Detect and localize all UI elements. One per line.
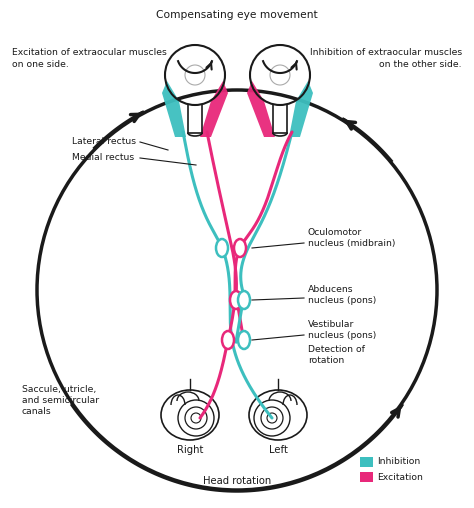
Text: Inhibition of extraocular muscles
on the other side.: Inhibition of extraocular muscles on the…	[310, 48, 462, 69]
Text: Detection of
rotation: Detection of rotation	[308, 345, 365, 365]
Text: Abducens
nucleus (pons): Abducens nucleus (pons)	[308, 285, 376, 305]
Bar	[360, 457, 373, 467]
Text: Inhibition: Inhibition	[377, 458, 420, 466]
Text: Lateral rectus: Lateral rectus	[72, 138, 136, 146]
Ellipse shape	[216, 239, 228, 257]
Polygon shape	[247, 81, 275, 137]
Text: Medial rectus: Medial rectus	[72, 153, 134, 163]
Text: Excitation of extraocular muscles
on one side.: Excitation of extraocular muscles on one…	[12, 48, 167, 69]
Ellipse shape	[230, 291, 242, 309]
Polygon shape	[162, 81, 186, 137]
Text: Compensating eye movement: Compensating eye movement	[156, 10, 318, 20]
Bar	[360, 472, 373, 482]
Ellipse shape	[222, 331, 234, 349]
Text: Head rotation: Head rotation	[203, 476, 271, 486]
Ellipse shape	[238, 291, 250, 309]
Polygon shape	[200, 81, 228, 137]
Ellipse shape	[238, 331, 250, 349]
Ellipse shape	[234, 239, 246, 257]
Text: Excitation: Excitation	[377, 472, 423, 482]
Text: Left: Left	[269, 445, 287, 455]
Polygon shape	[289, 81, 313, 137]
Text: Oculomotor
nucleus (midbrain): Oculomotor nucleus (midbrain)	[308, 228, 395, 248]
Text: Vestibular
nucleus (pons): Vestibular nucleus (pons)	[308, 320, 376, 340]
Text: Right: Right	[177, 445, 203, 455]
Text: Saccule, utricle,
and semicircular
canals: Saccule, utricle, and semicircular canal…	[22, 385, 99, 416]
